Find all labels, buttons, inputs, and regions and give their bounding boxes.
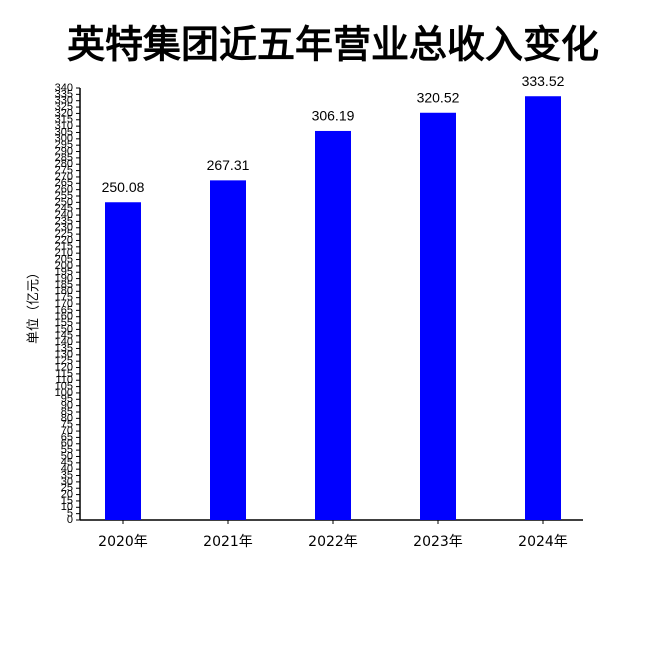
y-tick-label: 140 <box>55 336 73 348</box>
y-tick-label: 330 <box>55 95 73 107</box>
x-tick-label: 2024年 <box>518 534 568 550</box>
bar <box>210 180 246 520</box>
y-tick-label: 180 <box>55 285 73 297</box>
y-tick-label: 80 <box>61 412 73 424</box>
value-label: 250.08 <box>102 179 145 195</box>
y-tick-label: 65 <box>61 431 73 443</box>
y-tick-label: 125 <box>55 355 73 367</box>
y-tick-label: 105 <box>55 380 73 392</box>
x-tick-label: 2023年 <box>413 534 463 550</box>
y-tick-label: 240 <box>55 209 73 221</box>
y-tick-label: 310 <box>55 120 73 132</box>
y-tick-label: 220 <box>55 234 73 246</box>
value-label: 320.52 <box>417 89 460 105</box>
x-tick-label: 2020年 <box>98 534 148 550</box>
y-tick-label: 245 <box>55 203 73 215</box>
y-tick-label: 250 <box>55 196 73 208</box>
y-tick-label: 210 <box>55 247 73 259</box>
y-tick-label: 255 <box>55 190 73 202</box>
y-tick-label: 340 <box>55 82 73 94</box>
y-tick-label: 75 <box>61 419 73 431</box>
x-tick-label: 2021年 <box>203 534 253 550</box>
bar <box>315 130 351 520</box>
y-tick-label: 30 <box>61 476 73 488</box>
value-label: 333.52 <box>522 73 565 89</box>
y-tick-label: 90 <box>61 400 73 412</box>
y-tick-label: 10 <box>61 501 73 513</box>
value-label: 306.19 <box>312 108 355 124</box>
y-tick-label: 305 <box>55 126 73 138</box>
y-tick-label: 35 <box>61 469 73 481</box>
y-tick-label: 15 <box>61 495 73 507</box>
y-tick-label: 130 <box>55 349 73 361</box>
y-tick-label: 260 <box>55 184 73 196</box>
y-tick-label: 320 <box>55 107 73 119</box>
y-tick-label: 225 <box>55 228 73 240</box>
y-tick-label: 295 <box>55 139 73 151</box>
y-tick-label: 160 <box>55 311 73 323</box>
y-tick-label: 100 <box>55 387 73 399</box>
value-label: 267.31 <box>207 157 250 173</box>
y-tick-label: 325 <box>55 101 73 113</box>
bar <box>420 112 456 520</box>
y-tick-label: 145 <box>55 330 73 342</box>
y-tick-label: 70 <box>61 425 73 437</box>
y-tick-label: 60 <box>61 438 73 450</box>
y-tick-label: 335 <box>55 88 73 100</box>
y-tick-label: 20 <box>61 488 73 500</box>
y-tick-label: 45 <box>61 457 73 469</box>
y-tick-label: 190 <box>55 272 73 284</box>
y-tick-label: 50 <box>61 450 73 462</box>
y-tick-label: 175 <box>55 292 73 304</box>
y-tick-label: 150 <box>55 323 73 335</box>
y-tick-label: 185 <box>55 279 73 291</box>
y-tick-label: 5 <box>67 508 73 520</box>
y-tick-label: 290 <box>55 145 73 157</box>
y-tick-label: 205 <box>55 253 73 265</box>
y-tick-label: 270 <box>55 171 73 183</box>
y-tick-label: 155 <box>55 317 73 329</box>
y-tick-label: 280 <box>55 158 73 170</box>
y-tick-label: 165 <box>55 304 73 316</box>
y-tick-label: 315 <box>55 114 73 126</box>
x-tick-label: 2022年 <box>308 534 358 550</box>
y-tick-label: 115 <box>55 368 73 380</box>
y-tick-label: 195 <box>55 266 73 278</box>
y-tick-label: 135 <box>55 342 73 354</box>
y-tick-label: 300 <box>55 133 73 145</box>
y-tick-label: 25 <box>61 482 73 494</box>
y-tick-label: 230 <box>55 222 73 234</box>
y-tick-label: 170 <box>55 298 73 310</box>
y-axis-label: 单位（亿元） <box>27 266 42 344</box>
y-tick-label: 110 <box>55 374 73 386</box>
bar <box>525 96 561 521</box>
chart-title: 英特集团近五年营业总收入变化 <box>67 23 599 67</box>
bar <box>105 202 141 521</box>
y-tick-label: 275 <box>55 164 73 176</box>
y-tick-label: 95 <box>61 393 73 405</box>
y-tick-label: 40 <box>61 463 73 475</box>
y-tick-label: 285 <box>55 152 73 164</box>
y-tick-label: 55 <box>61 444 73 456</box>
y-tick-label: 200 <box>55 260 73 272</box>
y-tick-label: 215 <box>55 241 73 253</box>
y-tick-label: 0 <box>67 514 73 526</box>
y-tick-label: 85 <box>61 406 73 418</box>
y-tick-label: 265 <box>55 177 73 189</box>
y-tick-label: 120 <box>55 361 73 373</box>
y-tick-label: 235 <box>55 215 73 227</box>
